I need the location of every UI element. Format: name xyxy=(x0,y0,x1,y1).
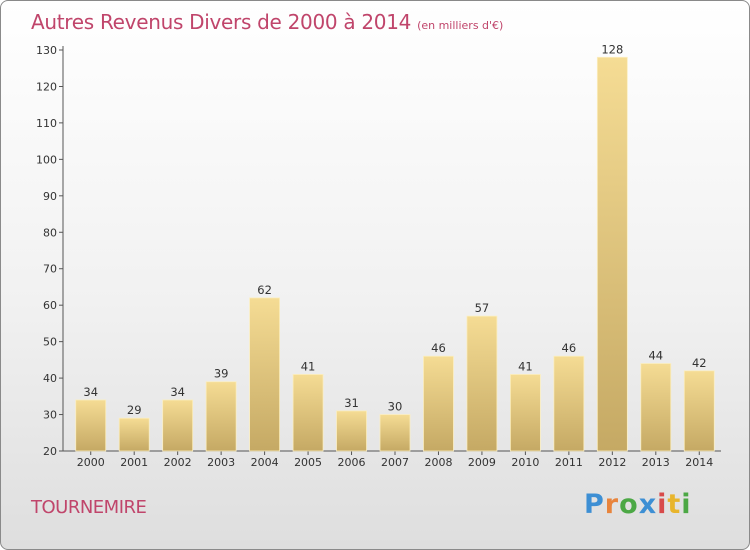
bar xyxy=(249,297,281,452)
x-tick-label: 2006 xyxy=(338,456,366,469)
x-tick-label: 2000 xyxy=(77,456,105,469)
data-labels: 34 29 34 39 62 41 31 30 46 57 41 46 128 44 42 xyxy=(83,42,706,417)
chart-subtitle: (en milliers d'€) xyxy=(417,19,504,32)
y-tick-label: 120 xyxy=(36,80,57,93)
proxiti-logo: Proxiti xyxy=(584,489,692,520)
x-tick-label: 2011 xyxy=(555,456,583,469)
y-tick-label: 30 xyxy=(43,409,57,422)
bar xyxy=(205,381,237,452)
bar-value-label: 41 xyxy=(301,359,316,373)
bar-value-label: 34 xyxy=(83,385,98,399)
bar xyxy=(466,315,498,452)
bar xyxy=(683,370,715,452)
x-tick-label: 2007 xyxy=(381,456,409,469)
x-tick-label: 2005 xyxy=(294,456,322,469)
y-tick-label: 60 xyxy=(43,299,57,312)
bar xyxy=(336,410,367,452)
bar-value-label: 31 xyxy=(344,396,359,410)
y-tick-label: 70 xyxy=(43,263,57,276)
bar-value-label: 29 xyxy=(127,403,142,417)
x-tick-label: 2001 xyxy=(120,456,148,469)
bar-value-label: 62 xyxy=(257,283,272,297)
bar-value-label: 42 xyxy=(692,356,707,370)
bar xyxy=(553,355,585,452)
bar-value-label: 128 xyxy=(601,42,623,56)
x-tick-label: 2014 xyxy=(685,456,713,469)
y-tick-label: 50 xyxy=(43,336,57,349)
logo-letter: x xyxy=(638,489,658,520)
bar xyxy=(640,363,672,452)
bar xyxy=(292,374,324,452)
bar-value-label: 46 xyxy=(431,341,446,355)
y-tick-label: 20 xyxy=(43,445,57,458)
bar-value-label: 30 xyxy=(388,400,403,414)
bar xyxy=(509,374,541,452)
bar xyxy=(596,56,628,452)
logo-letter: i xyxy=(657,489,668,520)
x-tick-label: 2002 xyxy=(164,456,192,469)
bar xyxy=(423,355,454,452)
logo-letter: P xyxy=(584,489,605,520)
logo-letter: r xyxy=(604,489,620,520)
bar xyxy=(75,399,107,452)
x-tick-label: 2003 xyxy=(207,456,235,469)
y-axis: 20 30 40 50 60 70 80 90 100 110 120 130 xyxy=(36,44,64,458)
bar xyxy=(162,399,194,452)
x-tick-label: 2009 xyxy=(468,456,496,469)
y-tick-label: 90 xyxy=(43,190,57,203)
bar-value-label: 41 xyxy=(518,359,533,373)
x-tick-label: 2013 xyxy=(642,456,670,469)
chart-title-text: Autres Revenus Divers de 2000 à 2014 xyxy=(31,10,412,34)
commune-name: TOURNEMIRE xyxy=(31,497,147,518)
bar xyxy=(118,417,150,452)
logo-letter: i xyxy=(681,489,692,520)
bar-value-label: 39 xyxy=(214,367,229,381)
x-tick-label: 2008 xyxy=(424,456,452,469)
x-axis: 2000 2001 2002 2003 2004 2005 2006 2007 2008 2009… xyxy=(63,450,721,469)
bar-value-label: 44 xyxy=(648,349,663,363)
y-tick-label: 110 xyxy=(36,117,57,130)
x-tick-label: 2012 xyxy=(598,456,626,469)
bars xyxy=(75,56,715,452)
y-tick-label: 100 xyxy=(36,153,57,166)
bar-value-label: 57 xyxy=(475,301,490,315)
x-tick-label: 2010 xyxy=(511,456,539,469)
x-tick-label: 2004 xyxy=(251,456,279,469)
y-tick-label: 80 xyxy=(43,226,57,239)
bar xyxy=(379,414,411,452)
bar-value-label: 46 xyxy=(562,341,577,355)
logo-letter: o xyxy=(619,489,639,520)
bar-value-label: 34 xyxy=(170,385,185,399)
y-tick-label: 130 xyxy=(36,44,57,57)
y-tick-label: 40 xyxy=(43,372,57,385)
logo-letter: t xyxy=(667,489,682,520)
chart-title: Autres Revenus Divers de 2000 à 2014 (en … xyxy=(31,10,503,34)
